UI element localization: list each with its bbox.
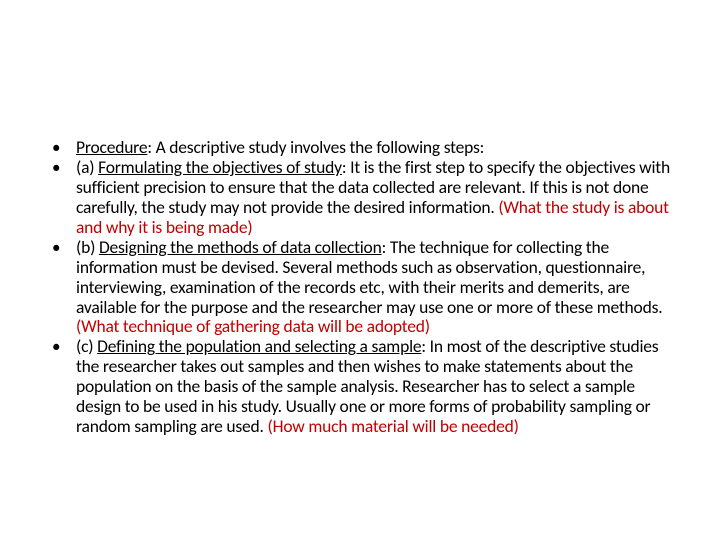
bullet-lead: Formulating the objectives of study <box>98 156 342 178</box>
list-item: (c) Defining the population and selectin… <box>44 337 676 437</box>
bullet-body: : A descriptive study involves the follo… <box>147 136 484 158</box>
bullet-prefix: (b) <box>76 236 99 258</box>
bullet-prefix: (c) <box>76 335 97 357</box>
list-item: (a) Formulating the objectives of study:… <box>44 158 676 238</box>
bullet-lead: Designing the methods of data collection <box>99 236 382 258</box>
bullet-lead: Defining the population and selecting a … <box>97 335 421 357</box>
bullet-note: (What technique of gathering data will b… <box>76 315 430 337</box>
bullet-lead: Procedure <box>76 136 147 158</box>
list-item: Procedure: A descriptive study involves … <box>44 138 676 158</box>
list-item: (b) Designing the methods of data collec… <box>44 238 676 338</box>
bullet-note: (How much material will be needed) <box>268 415 519 437</box>
bullet-list: Procedure: A descriptive study involves … <box>44 138 676 437</box>
bullet-prefix: (a) <box>76 156 98 178</box>
slide-content: Procedure: A descriptive study involves … <box>0 0 720 540</box>
